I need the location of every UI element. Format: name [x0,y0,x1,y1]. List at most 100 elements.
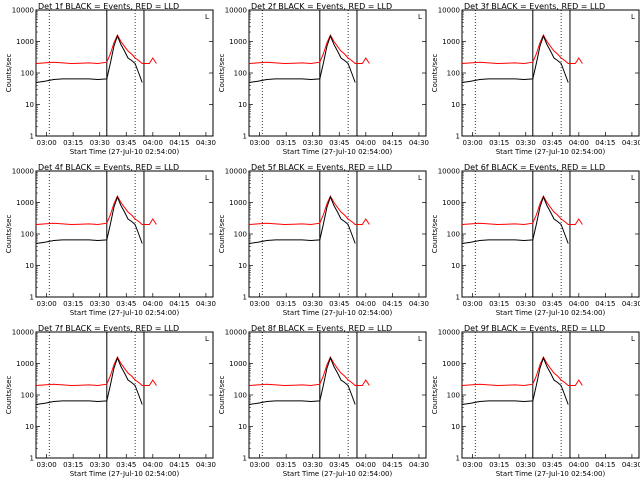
corner-mark: L [418,174,422,182]
y-axis-label: Counts/sec [218,376,226,415]
x-tick-label: 03:00 [250,461,270,469]
y-axis-label: Counts/sec [218,215,226,254]
y-tick-label: 1000 [442,38,460,46]
y-tick-label: 10000 [12,329,34,337]
y-tick-label: 1 [456,133,460,141]
y-tick-label: 1 [30,455,34,463]
x-tick-label: 03:30 [516,461,536,469]
x-tick-label: 03:15 [489,139,509,147]
x-tick-label: 03:45 [116,139,136,147]
events-series [248,356,356,405]
x-tick-label: 03:45 [329,300,349,308]
x-tick-label: 03:00 [463,461,483,469]
corner-mark: L [205,335,209,343]
x-tick-label: 04:15 [169,300,189,308]
x-tick-label: 04:00 [356,461,376,469]
y-axis-label: Counts/sec [5,376,13,415]
events-series [461,195,569,244]
plot-frame [35,9,214,137]
y-tick-label: 1000 [442,199,460,207]
panel-title: Det 5f BLACK = Events, RED = LLD [251,163,392,172]
y-tick-label: 10 [451,101,460,109]
x-axis-label: Start Time (27-Jul-10 02:54:00) [70,309,180,317]
x-tick-label: 03:15 [489,300,509,308]
x-tick-label: 03:45 [542,139,562,147]
x-tick-label: 04:00 [569,461,589,469]
y-tick-label: 10000 [12,168,34,176]
plot-frame [248,170,427,298]
x-tick-label: 03:00 [463,300,483,308]
y-tick-label: 100 [447,392,460,400]
corner-mark: L [418,13,422,21]
y-tick-label: 10000 [225,329,247,337]
x-axis-label: Start Time (27-Jul-10 02:54:00) [283,309,393,317]
y-tick-label: 10 [25,423,34,431]
y-tick-label: 1 [243,455,247,463]
y-tick-label: 10 [451,423,460,431]
x-tick-label: 04:30 [409,461,429,469]
lld-series [35,194,157,226]
events-series [461,34,569,83]
x-tick-label: 03:00 [37,139,57,147]
x-tick-label: 04:00 [143,461,163,469]
y-tick-label: 10000 [12,7,34,15]
y-tick-label: 1000 [229,38,247,46]
x-tick-label: 03:15 [276,461,296,469]
x-tick-label: 03:00 [37,461,57,469]
x-tick-label: 04:00 [143,300,163,308]
y-tick-label: 100 [21,231,34,239]
y-axis-label: Counts/sec [5,215,13,254]
x-tick-label: 03:30 [303,461,323,469]
lld-series [461,355,583,387]
y-tick-label: 1 [243,294,247,302]
x-tick-label: 03:00 [250,300,270,308]
panel-8: Det 8f BLACK = Events, RED = LLD L 1 10 100 1… [218,324,429,478]
events-series [248,195,356,244]
x-tick-label: 04:30 [196,300,216,308]
lld-series [248,194,370,226]
x-axis-label: Start Time (27-Jul-10 02:54:00) [496,470,606,478]
x-tick-label: 03:00 [463,139,483,147]
x-axis-label: Start Time (27-Jul-10 02:54:00) [283,470,393,478]
x-tick-label: 03:45 [329,139,349,147]
x-tick-label: 03:00 [250,139,270,147]
x-tick-label: 04:15 [595,461,615,469]
lld-series [461,33,583,65]
x-tick-label: 04:15 [595,139,615,147]
x-tick-label: 03:30 [303,300,323,308]
plot-frame [461,331,640,459]
x-tick-label: 03:45 [329,461,349,469]
x-tick-label: 03:30 [516,139,536,147]
y-tick-label: 100 [234,231,247,239]
corner-mark: L [631,13,635,21]
y-tick-label: 1 [456,294,460,302]
y-tick-label: 1000 [16,38,34,46]
lld-series [248,355,370,387]
y-tick-label: 1000 [16,199,34,207]
y-tick-label: 100 [21,70,34,78]
y-tick-label: 10000 [438,7,460,15]
y-tick-label: 1 [456,455,460,463]
y-axis-label: Counts/sec [431,215,439,254]
panel-6: Det 6f BLACK = Events, RED = LLD L 1 10 100 1… [431,163,640,317]
x-axis-label: Start Time (27-Jul-10 02:54:00) [70,470,180,478]
panel-title: Det 2f BLACK = Events, RED = LLD [251,2,392,11]
lld-series [35,355,157,387]
corner-mark: L [631,335,635,343]
panel-title: Det 3f BLACK = Events, RED = LLD [464,2,605,11]
x-tick-label: 04:15 [382,139,402,147]
panel-5: Det 5f BLACK = Events, RED = LLD L 1 10 100 1… [218,163,429,317]
x-tick-label: 03:30 [90,139,110,147]
x-tick-label: 04:30 [196,461,216,469]
plot-frame [248,331,427,459]
y-tick-label: 1 [30,294,34,302]
x-tick-label: 03:15 [276,300,296,308]
y-tick-label: 100 [234,70,247,78]
x-tick-label: 04:30 [622,461,640,469]
x-tick-label: 03:15 [276,139,296,147]
panel-title: Det 8f BLACK = Events, RED = LLD [251,324,392,333]
y-tick-label: 1000 [229,199,247,207]
y-axis-label: Counts/sec [218,54,226,93]
x-tick-label: 03:15 [63,461,83,469]
